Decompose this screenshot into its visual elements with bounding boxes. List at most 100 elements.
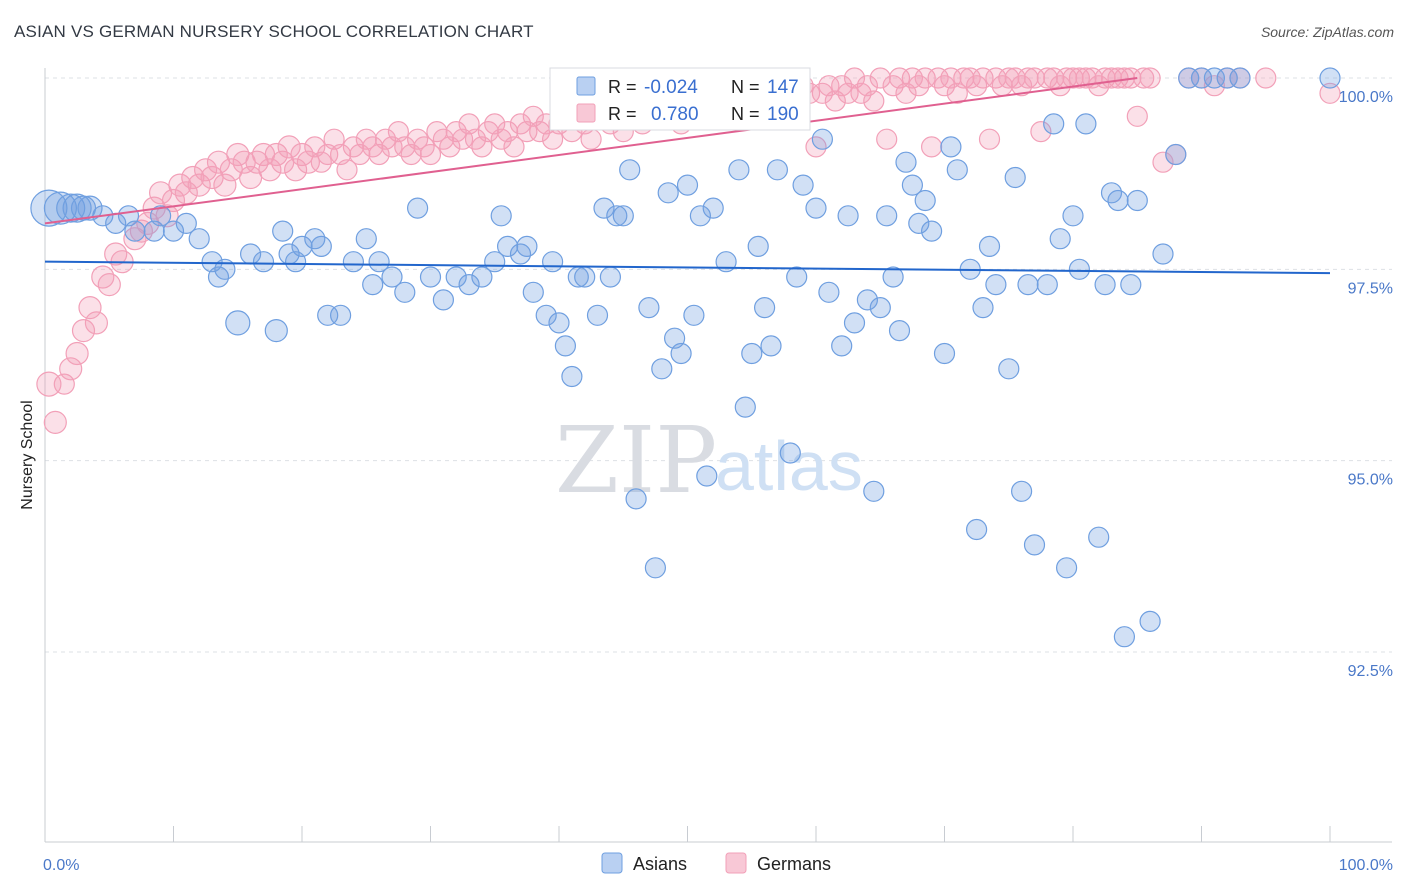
bottom-legend-germans-swatch [725, 852, 747, 874]
germans-point-58 [419, 143, 442, 166]
asians-point-33 [368, 251, 390, 273]
x-tick-label-1: 100.0% [1339, 857, 1393, 874]
legend-germans-swatch [576, 103, 596, 123]
asians-point-106 [972, 297, 994, 319]
asians-point-84 [805, 197, 827, 219]
asians-point-88 [837, 205, 859, 227]
legend-asians-r: -0.024 [644, 77, 698, 98]
germans-point-1 [43, 410, 67, 434]
germans-point-21 [181, 165, 205, 190]
asians-point-119 [1068, 258, 1091, 280]
germans-point-175 [1203, 75, 1226, 97]
asians-point-135 [1229, 67, 1251, 89]
asians-point-36 [407, 197, 429, 219]
asians-point-2 [56, 193, 86, 223]
asians-point-125 [1113, 626, 1136, 648]
legend-asians-n: 147 [767, 77, 799, 98]
svg-text:N =: N = [731, 77, 760, 97]
asians-point-71 [696, 465, 718, 487]
germans-point-160 [1075, 67, 1097, 89]
germans-point-23 [194, 158, 218, 182]
germans-point-3 [59, 357, 83, 381]
asians-point-79 [760, 335, 782, 357]
asians-point-59 [612, 205, 634, 227]
series-legend: Asians Germans [601, 852, 831, 874]
asians-point-55 [586, 304, 609, 326]
asians-point-54 [574, 266, 596, 288]
asians-point-120 [1075, 113, 1097, 135]
asians-point-112 [1017, 274, 1039, 296]
asians-point-103 [946, 159, 968, 181]
source-label: Source: ZipAtlas.com [1260, 24, 1394, 40]
asians-point-35 [394, 281, 416, 303]
asians-point-68 [676, 174, 699, 196]
germans-point-168 [1126, 105, 1148, 127]
germans-point-10 [104, 242, 128, 266]
germans-point-135 [914, 67, 936, 89]
asians-point-9 [124, 220, 146, 242]
asians-point-64 [651, 358, 673, 380]
asians-point-20 [252, 251, 275, 273]
asians-point-121 [1088, 526, 1110, 548]
germans-point-158 [1062, 67, 1084, 89]
svg-text:N =: N = [731, 104, 760, 124]
chart-title: ASIAN VS GERMAN NURSERY SCHOOL CORRELATI… [14, 22, 534, 41]
bottom-legend-asians-swatch [601, 852, 623, 874]
asians-point-111 [1010, 480, 1033, 502]
germans-point-4 [65, 341, 89, 366]
germans-point-145 [978, 128, 1001, 150]
asians-point-132 [1190, 67, 1213, 89]
asians-point-29 [330, 304, 352, 326]
asians-point-97 [901, 174, 924, 196]
correlation-legend: R = -0.024 N = 147 R = 0.780 N = 190 [549, 67, 811, 131]
germans-point-13 [129, 219, 153, 243]
germans-point-136 [920, 136, 943, 158]
germans-point-9 [97, 273, 121, 297]
asians-point-133 [1203, 67, 1226, 89]
asians-point-122 [1094, 274, 1116, 296]
germans-point-128 [869, 67, 891, 89]
germans-point-33 [258, 158, 282, 182]
asians-point-0 [30, 189, 68, 227]
asians-point-115 [1043, 113, 1065, 135]
germans-point-165 [1107, 67, 1129, 89]
asians-point-80 [766, 159, 789, 181]
germans-point-144 [972, 67, 994, 89]
asians-point-108 [985, 274, 1007, 296]
germans-point-38 [290, 142, 314, 167]
asians-point-12 [162, 220, 185, 242]
watermark-zip: ZIP [555, 407, 717, 514]
asians-point-131 [1178, 67, 1200, 89]
asians-point-50 [548, 312, 570, 334]
asians-point-107 [978, 235, 1001, 257]
asians-point-1 [43, 191, 78, 225]
asians-point-57 [599, 266, 622, 288]
y-tick-labels: 100.0% 97.5% 95.0% 92.5% [1339, 89, 1393, 680]
asians-point-61 [625, 488, 647, 510]
asians-point-34 [381, 266, 403, 288]
asians-point-76 [741, 342, 763, 365]
asians-point-31 [355, 228, 377, 250]
asians-point-105 [965, 518, 988, 541]
asians-point-51 [554, 335, 577, 357]
asians-point-27 [310, 235, 332, 257]
asians-point-110 [1004, 166, 1026, 189]
asians-point-63 [644, 557, 667, 579]
asians-point-28 [317, 304, 339, 326]
asians-point-13 [175, 212, 197, 234]
asians-point-124 [1107, 189, 1129, 212]
asians-point-87 [831, 335, 853, 357]
asians-point-78 [753, 297, 776, 319]
asians-trend-line [44, 260, 1331, 275]
asians-point-82 [786, 266, 808, 288]
germans-point-83 [580, 128, 602, 150]
germans-point-6 [78, 296, 102, 320]
germans-trend-line [44, 77, 1138, 225]
y-tick-label-1: 97.5% [1348, 280, 1393, 297]
germans-point-34 [264, 142, 288, 167]
asians-point-118 [1062, 205, 1084, 227]
asians-point-128 [1139, 610, 1161, 633]
asians-point-22 [272, 220, 294, 242]
germans-point-170 [1139, 67, 1161, 89]
